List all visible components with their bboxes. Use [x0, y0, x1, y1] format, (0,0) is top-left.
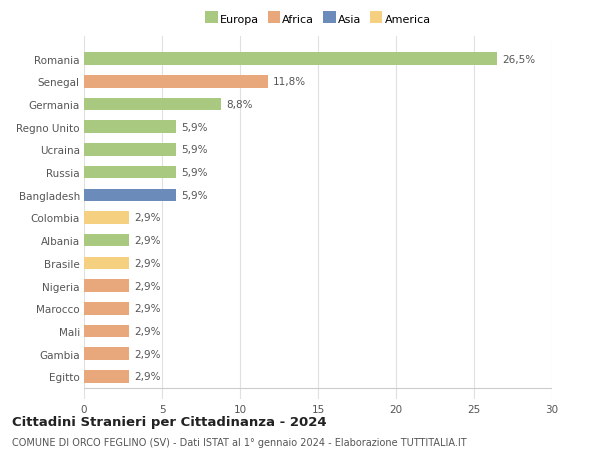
Text: Cittadini Stranieri per Cittadinanza - 2024: Cittadini Stranieri per Cittadinanza - 2… [12, 415, 326, 428]
Bar [84, 144, 176, 156]
Bar [84, 99, 221, 111]
Bar [84, 167, 176, 179]
Bar [84, 348, 129, 360]
Bar [84, 302, 129, 315]
Bar [84, 325, 129, 337]
Bar [84, 53, 497, 66]
Text: 5,9%: 5,9% [181, 123, 207, 132]
Text: 5,9%: 5,9% [181, 145, 207, 155]
Bar [84, 212, 129, 224]
Bar [84, 370, 129, 383]
Bar [84, 76, 268, 88]
Text: 2,9%: 2,9% [134, 304, 160, 313]
Text: COMUNE DI ORCO FEGLINO (SV) - Dati ISTAT al 1° gennaio 2024 - Elaborazione TUTTI: COMUNE DI ORCO FEGLINO (SV) - Dati ISTAT… [12, 437, 467, 447]
Text: 2,9%: 2,9% [134, 326, 160, 336]
Bar [84, 280, 129, 292]
Text: 2,9%: 2,9% [134, 349, 160, 359]
Bar [84, 235, 129, 247]
Bar [84, 121, 176, 134]
Legend: Europa, Africa, Asia, America: Europa, Africa, Asia, America [203, 13, 433, 28]
Text: 5,9%: 5,9% [181, 190, 207, 201]
Text: 2,9%: 2,9% [134, 372, 160, 381]
Text: 2,9%: 2,9% [134, 258, 160, 269]
Text: 5,9%: 5,9% [181, 168, 207, 178]
Text: 2,9%: 2,9% [134, 281, 160, 291]
Text: 11,8%: 11,8% [273, 77, 306, 87]
Text: 2,9%: 2,9% [134, 235, 160, 246]
Text: 26,5%: 26,5% [502, 55, 535, 64]
Text: 2,9%: 2,9% [134, 213, 160, 223]
Text: 8,8%: 8,8% [226, 100, 253, 110]
Bar [84, 189, 176, 202]
Bar [84, 257, 129, 269]
